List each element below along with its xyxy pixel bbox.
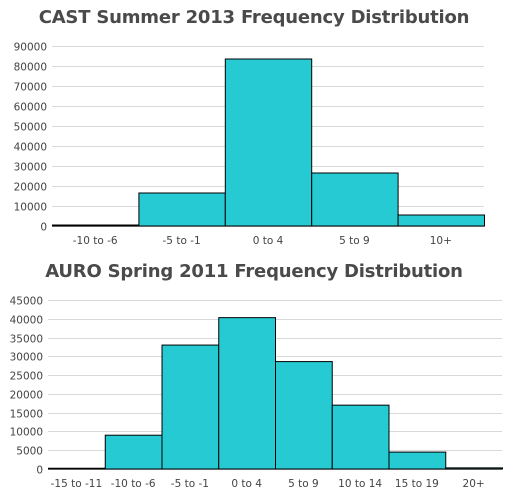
x-tick-label: 15 to 19 [395, 478, 439, 490]
y-tick-label: 30000 [14, 162, 47, 174]
y-tick-label: 35000 [10, 334, 43, 346]
y-tick-label: 60000 [14, 102, 47, 114]
y-tick-label: 25000 [10, 371, 43, 383]
y-tick-label: 15000 [10, 409, 43, 421]
y-tick-label: 20000 [10, 390, 43, 402]
bar [224, 58, 313, 227]
x-tick-label: 5 to 9 [339, 235, 370, 247]
y-tick-label: 45000 [10, 296, 43, 308]
y-tick-label: 10000 [10, 427, 43, 439]
y-tick-label: 90000 [14, 42, 47, 54]
x-tick-label: -10 to -6 [111, 478, 156, 490]
y-tick-label: 5000 [16, 446, 43, 458]
chart-title: CAST Summer 2013 Frequency Distribution [38, 7, 470, 28]
bar [388, 451, 447, 470]
bar [161, 344, 220, 470]
x-tick-label: -15 to -11 [51, 478, 103, 490]
y-tick-label: 40000 [14, 142, 47, 154]
x-tick-label: 10 to 14 [338, 478, 382, 490]
y-tick-label: 10000 [14, 202, 47, 214]
bar [445, 467, 503, 470]
y-tick-label: 40000 [10, 315, 43, 327]
y-tick-label: 30000 [10, 352, 43, 364]
bar [311, 172, 399, 227]
y-tick-label: 0 [36, 465, 43, 477]
bar [331, 404, 390, 470]
bar [275, 361, 333, 470]
x-tick-label: -5 to -1 [163, 235, 201, 247]
x-tick-label: 5 to 9 [288, 478, 319, 490]
frequency-chart-cast: 0 10000 20000 30000 40000 50000 60000 70000 8000… [14, 42, 486, 247]
bar [397, 214, 486, 227]
x-tick-label: -5 to -1 [171, 478, 209, 490]
y-tick-label: 20000 [14, 182, 47, 194]
chart-title: AURO Spring 2011 Frequency Distribution [45, 261, 463, 282]
x-tick-label: -10 to -6 [73, 235, 118, 247]
bar [138, 192, 226, 227]
y-tick-label: 70000 [14, 82, 47, 94]
x-tick-label: 10+ [430, 235, 452, 247]
x-tick-label: 0 to 4 [231, 478, 262, 490]
bar [104, 434, 163, 470]
x-tick-label: 0 to 4 [253, 235, 284, 247]
y-tick-label: 80000 [14, 62, 47, 74]
bar [218, 317, 276, 470]
x-tick-label: 20+ [463, 478, 485, 490]
bar [48, 467, 106, 470]
y-tick-label: 0 [40, 222, 47, 234]
y-tick-label: 50000 [14, 122, 47, 134]
